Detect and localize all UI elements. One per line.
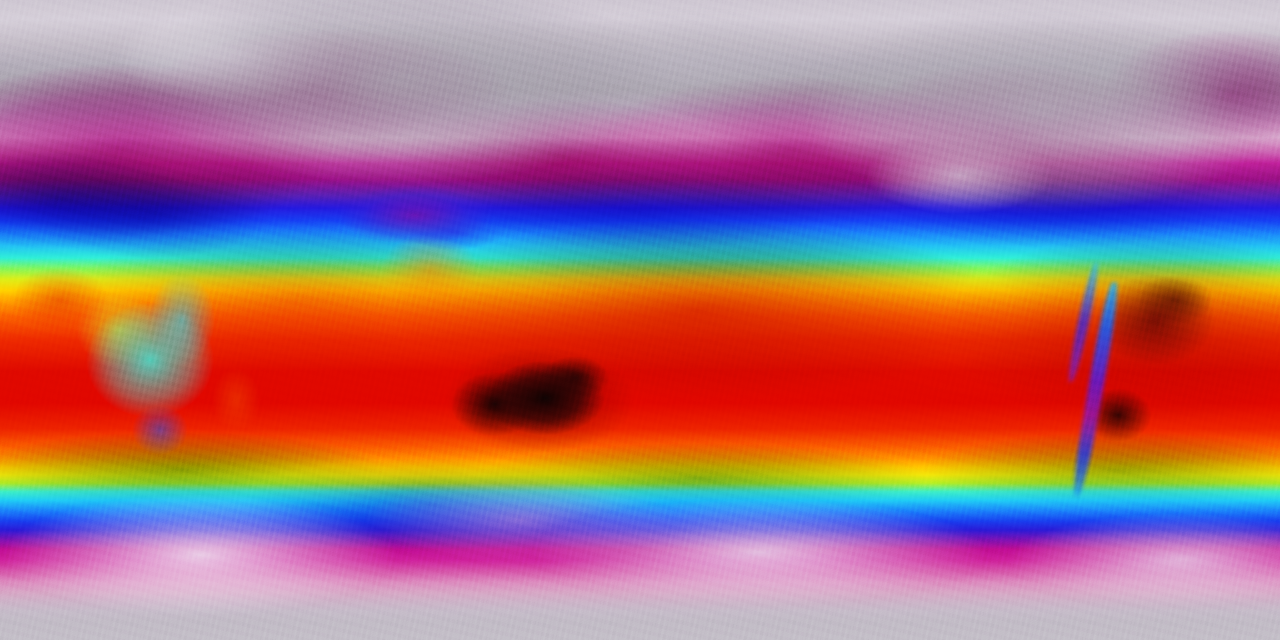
south-asia-warm-region [0,0,1280,640]
northern-cold-air-outbreak [0,0,1280,640]
himalaya-cold-region [0,0,1280,640]
northern-polar-front [0,0,1280,640]
tropical-warm-pool [0,0,1280,640]
antarctic-cold-dome [0,0,1280,640]
andes-cold-spine [0,0,1280,640]
africa-highlands-cool [0,0,1280,640]
africa-sahara-warm [0,0,1280,640]
global-temperature-map [0,0,1280,640]
latitude-temperature-bands [0,0,1280,640]
australia-heat-extreme [0,0,1280,640]
pixel-grain-texture [0,0,1280,640]
south-america-heat [0,0,1280,640]
atmospheric-eddies [0,0,1280,640]
turbulence-texture [0,0,1280,640]
australia-landmass [0,0,1280,640]
arctic-cold-dome [0,0,1280,640]
southern-circumpolar-front [0,0,1280,640]
edge-vignette [0,0,1280,640]
